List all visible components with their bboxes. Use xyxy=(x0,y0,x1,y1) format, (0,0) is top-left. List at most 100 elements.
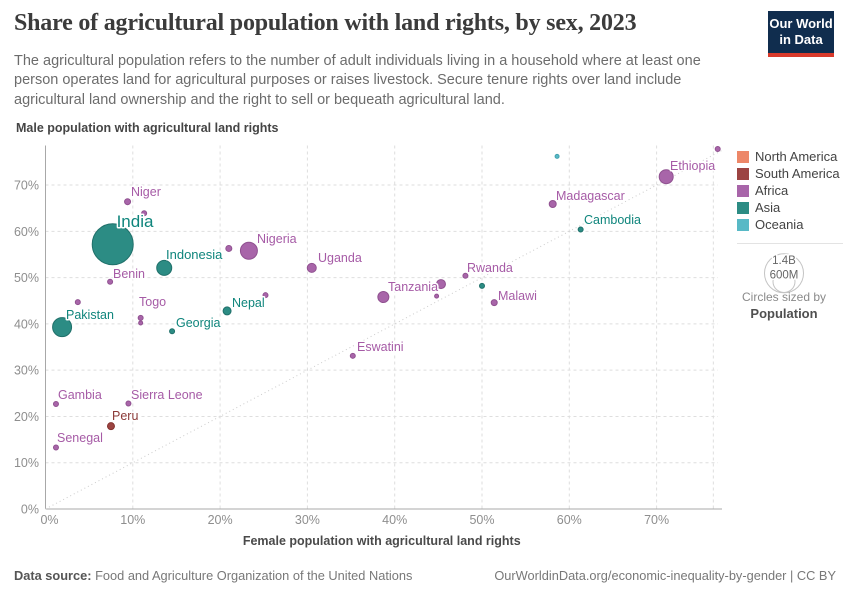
y-tick-label: 60% xyxy=(14,225,39,239)
point-label-nepal: Nepal xyxy=(232,296,265,310)
x-tick-label: 20% xyxy=(208,513,233,527)
point-label-eswatini: Eswatini xyxy=(357,340,404,354)
point-label-togo: Togo xyxy=(139,295,166,309)
continent-legend: North America South America Africa Asia … xyxy=(737,148,840,233)
data-point-senegal[interactable] xyxy=(52,444,59,451)
data-source: Data source: Food and Agriculture Organi… xyxy=(14,568,412,583)
data-point-madagascar[interactable] xyxy=(548,200,557,209)
point-label-cambodia: Cambodia xyxy=(584,213,641,227)
data-point-benin[interactable] xyxy=(107,278,114,285)
data-point-india[interactable] xyxy=(91,223,134,266)
data-point-rwanda[interactable] xyxy=(462,272,469,279)
parity-line xyxy=(45,149,723,510)
size-legend: 1.4B 600M xyxy=(764,253,804,294)
data-point-unlabeled-asia-1[interactable] xyxy=(479,282,485,289)
data-point-togo[interactable] xyxy=(137,314,144,321)
data-point-sierra-leone[interactable] xyxy=(125,400,132,407)
legend-label: South America xyxy=(755,166,840,181)
data-point-cambodia[interactable] xyxy=(577,226,584,233)
y-tick-label: 30% xyxy=(14,364,39,378)
data-point-unlabeled-africa-5[interactable] xyxy=(262,292,269,299)
data-point-niger[interactable] xyxy=(124,198,132,206)
point-label-georgia: Georgia xyxy=(176,316,221,330)
data-point-pakistan[interactable] xyxy=(52,317,73,338)
data-point-georgia[interactable] xyxy=(169,328,176,335)
page-title: Share of agricultural population with la… xyxy=(14,10,637,36)
data-source-label: Data source: xyxy=(14,568,92,583)
owid-logo[interactable]: Our World in Data xyxy=(768,11,834,57)
size-legend-caption-line2: Population xyxy=(750,306,818,321)
footer-link[interactable]: OurWorldinData.org/economic-inequality-b… xyxy=(494,568,836,583)
x-axis-title: Female population with agricultural land… xyxy=(243,534,521,548)
size-legend-big-value: 1.4B xyxy=(772,255,796,267)
size-legend-small-circle xyxy=(772,270,796,293)
point-label-madagascar: Madagascar xyxy=(556,189,625,203)
x-tick-label: 50% xyxy=(469,513,494,527)
point-label-benin: Benin xyxy=(113,267,145,281)
x-tick-label: 70% xyxy=(644,513,669,527)
legend-label: Oceania xyxy=(755,217,804,232)
point-label-senegal: Senegal xyxy=(57,431,103,445)
point-label-sierra-leone: Sierra Leone xyxy=(131,388,203,402)
point-label-ethiopia: Ethiopia xyxy=(670,159,715,173)
data-point-malawi[interactable] xyxy=(490,299,498,307)
data-point-tanzania[interactable] xyxy=(377,291,390,304)
point-label-peru: Peru xyxy=(112,409,138,423)
data-point-eswatini[interactable] xyxy=(349,352,356,359)
data-point-unlabeled-oceania-1[interactable] xyxy=(554,153,560,159)
data-point-unlabeled-africa-3[interactable] xyxy=(74,299,81,306)
y-tick-label: 50% xyxy=(14,271,39,285)
legend-label: Africa xyxy=(755,183,789,198)
point-label-rwanda: Rwanda xyxy=(467,261,513,275)
point-label-gambia: Gambia xyxy=(58,388,102,402)
logo-line1: Our World xyxy=(769,16,833,31)
data-point-nepal[interactable] xyxy=(222,306,232,316)
point-label-tanzania: Tanzania xyxy=(388,280,438,294)
data-point-indonesia[interactable] xyxy=(156,259,173,276)
legend-swatch-africa xyxy=(737,184,749,197)
point-label-india: India xyxy=(117,212,154,231)
legend-item-africa[interactable]: Africa xyxy=(737,182,840,199)
size-legend-small-value: 600M xyxy=(770,270,799,282)
data-point-unlabeled-africa-6[interactable] xyxy=(435,279,446,290)
point-label-uganda: Uganda xyxy=(318,251,362,265)
y-tick-label: 70% xyxy=(14,179,39,193)
size-legend-caption: Circles sized by Population xyxy=(714,290,850,322)
data-point-unlabeled-africa-7[interactable] xyxy=(434,293,440,299)
legend-swatch-oceania xyxy=(737,218,749,231)
data-point-unlabeled-africa-2[interactable] xyxy=(225,244,233,252)
point-label-malawi: Malawi xyxy=(498,289,537,303)
data-point-gambia[interactable] xyxy=(52,400,59,407)
legend-item-south-america[interactable]: South America xyxy=(737,165,840,182)
y-tick-label: 0% xyxy=(21,503,39,517)
data-point-unlabeled-africa-8[interactable] xyxy=(714,145,721,152)
legend-label: Asia xyxy=(755,200,781,215)
legend-swatch-north-america xyxy=(737,150,749,163)
data-point-unlabeled-africa-4[interactable] xyxy=(138,320,144,326)
data-point-nigeria[interactable] xyxy=(239,241,258,260)
data-source-text: Food and Agriculture Organization of the… xyxy=(95,568,413,583)
data-point-uganda[interactable] xyxy=(306,262,317,273)
legend-item-north-america[interactable]: North America xyxy=(737,148,840,165)
footer: Data source: Food and Agriculture Organi… xyxy=(14,568,836,583)
chart-subtitle: The agricultural population refers to th… xyxy=(14,53,701,108)
data-point-peru[interactable] xyxy=(106,422,115,431)
x-tick-label: 0% xyxy=(40,513,58,527)
point-label-pakistan: Pakistan xyxy=(66,308,114,322)
legend-item-oceania[interactable]: Oceania xyxy=(737,216,840,233)
data-point-unlabeled-africa-1[interactable] xyxy=(141,210,148,217)
x-tick-label: 40% xyxy=(382,513,407,527)
y-axis-title: Male population with agricultural land r… xyxy=(16,121,279,135)
point-label-niger: Niger xyxy=(131,185,161,199)
y-tick-label: 10% xyxy=(14,456,39,470)
x-tick-label: 60% xyxy=(557,513,582,527)
y-tick-label: 20% xyxy=(14,410,39,424)
data-point-ethiopia[interactable] xyxy=(658,169,674,185)
y-tick-label: 40% xyxy=(14,317,39,331)
legend-label: North America xyxy=(755,149,838,164)
legend-item-asia[interactable]: Asia xyxy=(737,199,840,216)
legend-divider xyxy=(737,243,843,244)
x-tick-label: 30% xyxy=(295,513,320,527)
